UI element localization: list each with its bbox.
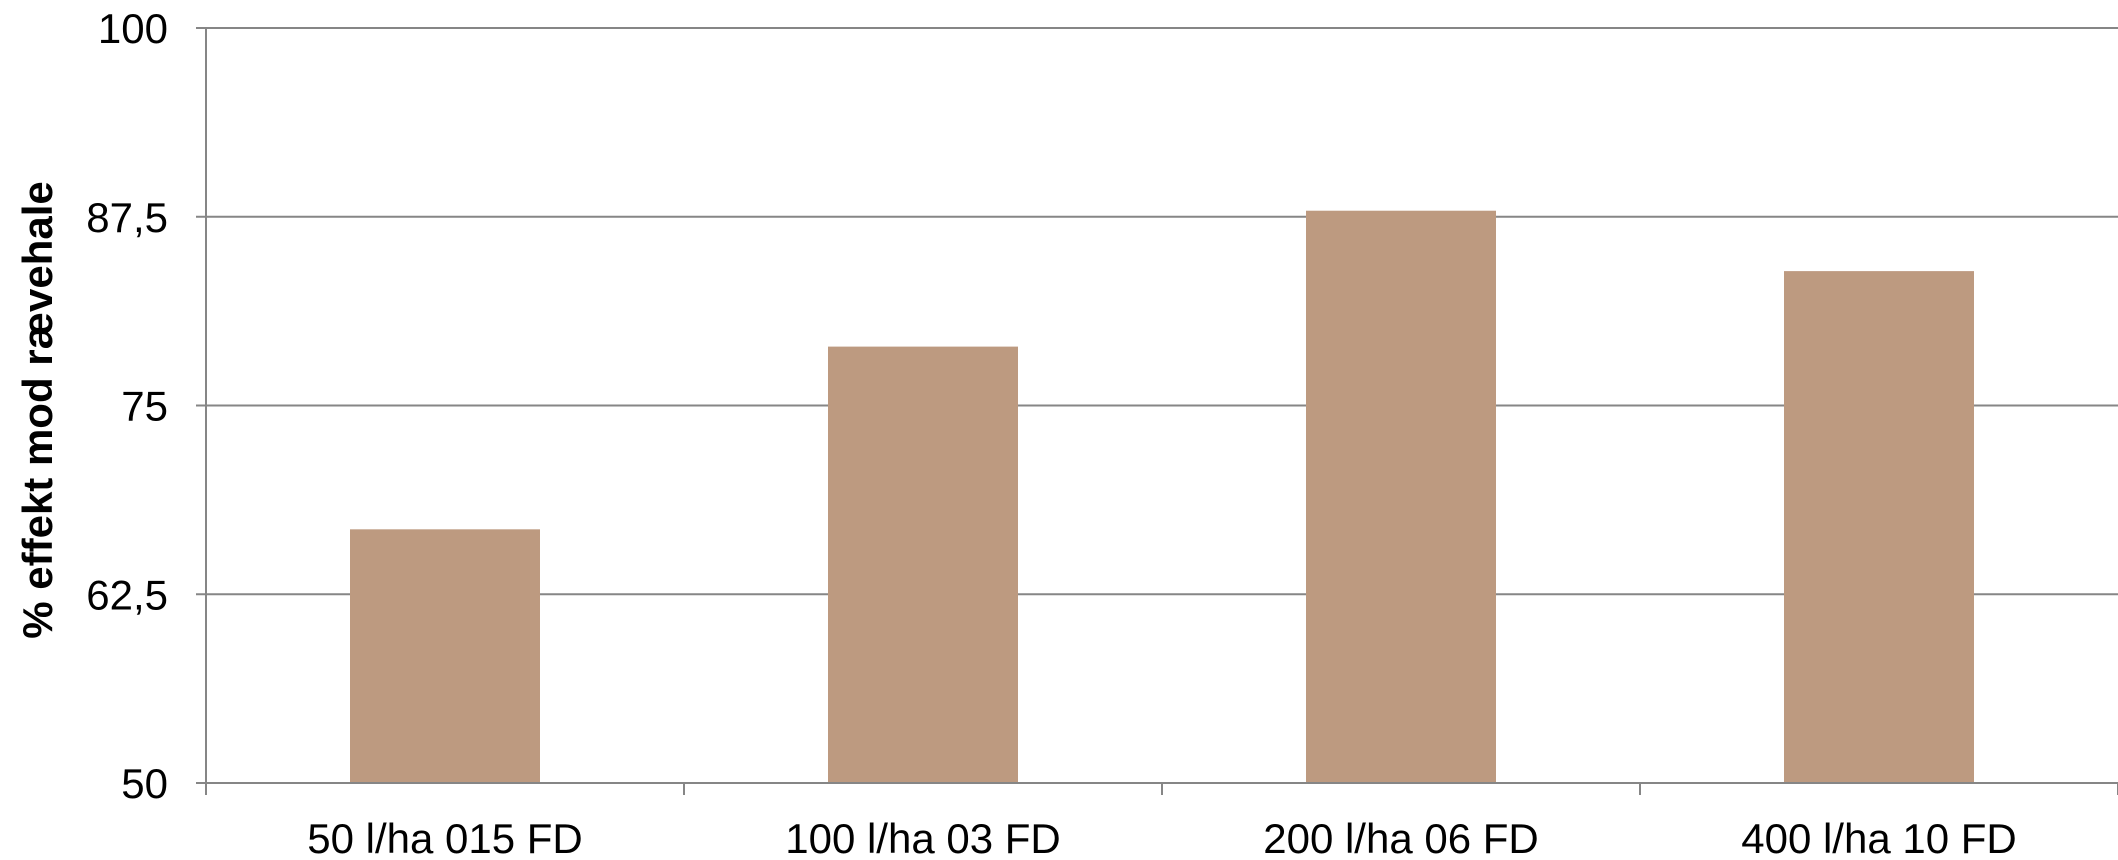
bar	[350, 529, 540, 783]
y-tick-label: 62,5	[86, 571, 168, 618]
x-tick-labels: 50 l/ha 015 FD 100 l/ha 03 FD 200 l/ha 06 …	[307, 815, 2017, 860]
y-tick-label: 50	[121, 760, 168, 807]
y-tick-labels: 50 62,5 75 87,5 100	[86, 5, 168, 807]
axes	[196, 27, 2118, 795]
y-tick-label: 87,5	[86, 194, 168, 241]
y-axis-title: % effekt mod rævehale	[14, 181, 61, 639]
y-tick-label: 75	[121, 383, 168, 430]
bar	[1784, 271, 1974, 783]
x-tick-label: 400 l/ha 10 FD	[1741, 815, 2017, 860]
bar	[1306, 210, 1496, 783]
bars	[350, 210, 1974, 783]
x-tick-label: 50 l/ha 015 FD	[307, 815, 583, 860]
y-tick-label: 100	[98, 5, 168, 52]
x-tick-label: 200 l/ha 06 FD	[1263, 815, 1539, 860]
bar	[828, 346, 1018, 783]
x-tick-label: 100 l/ha 03 FD	[785, 815, 1061, 860]
